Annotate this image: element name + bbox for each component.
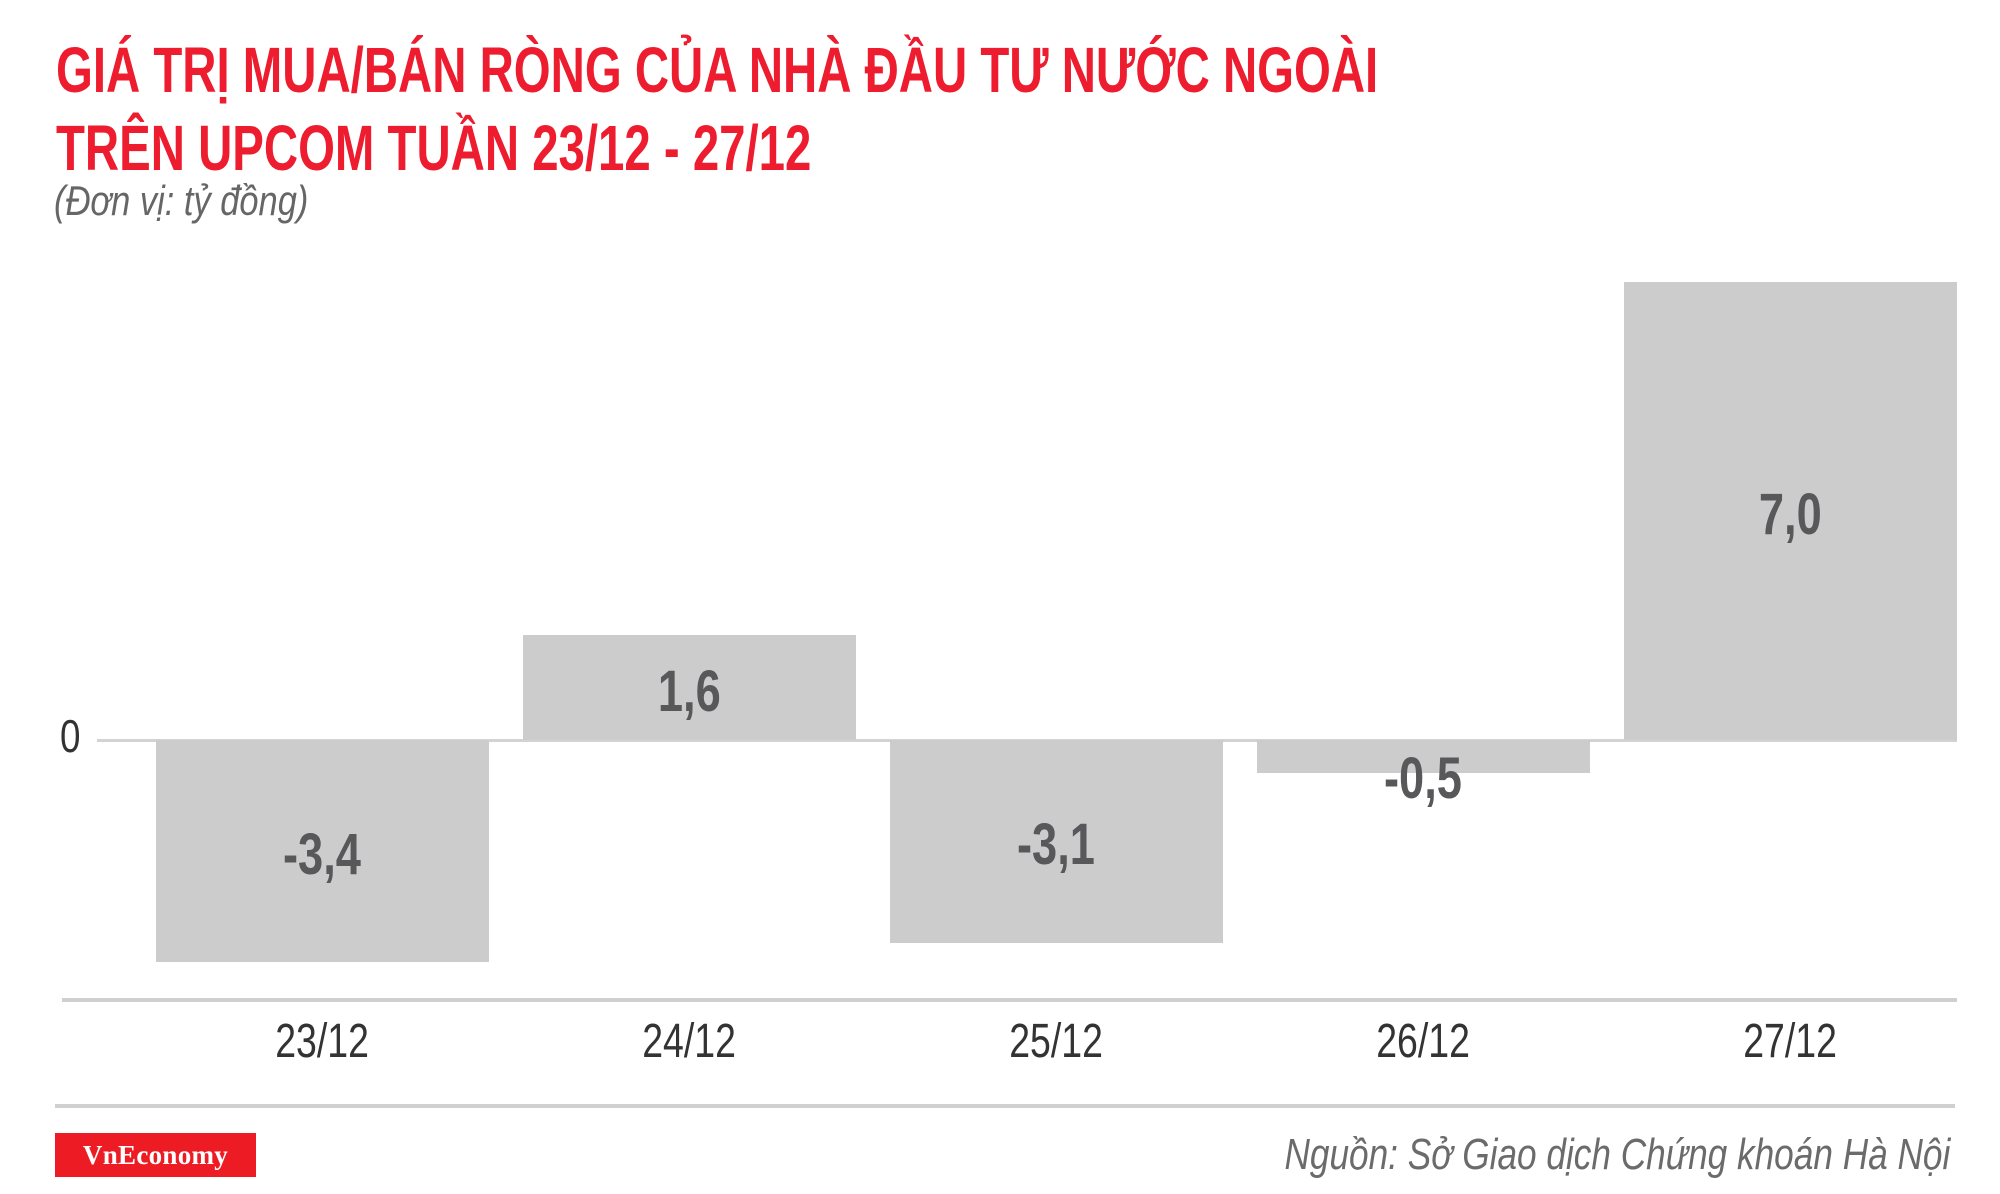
- bar-value-label: -0,5: [1384, 746, 1462, 811]
- bar-23-12: [156, 740, 489, 963]
- x-axis-label: 23/12: [275, 1015, 369, 1068]
- bar-value-label: 1,6: [657, 658, 721, 724]
- unit-subtitle: (Đơn vị: tỷ đồng): [54, 177, 309, 224]
- footer-divider: [55, 1104, 1955, 1108]
- bar-25-12: [890, 740, 1223, 943]
- bar-24-12: [523, 635, 856, 740]
- bar-value-label: -3,4: [283, 822, 361, 888]
- bar-26-12: [1257, 740, 1590, 773]
- x-axis-line: [62, 998, 1957, 1002]
- logo-text: VnEconomy: [82, 1139, 229, 1170]
- bar-value-label: 7,0: [1758, 482, 1822, 548]
- x-axis-label: 26/12: [1376, 1015, 1470, 1068]
- y-axis-zero-label: 0: [60, 710, 81, 762]
- x-axis-label: 27/12: [1743, 1015, 1837, 1068]
- vneconomy-logo: VnEconomy: [55, 1133, 256, 1177]
- chart-title-line-1: GIÁ TRỊ MUA/BÁN RÒNG CỦA NHÀ ĐẦU TƯ NƯỚC…: [56, 34, 1379, 106]
- bar-27-12: [1624, 282, 1957, 740]
- x-axis-label: 25/12: [1009, 1015, 1103, 1068]
- chart-title-line-2: TRÊN UPCOM TUẦN 23/12 - 27/12: [56, 112, 812, 184]
- source-note: Nguồn: Sở Giao dịch Chứng khoán Hà Nội: [1284, 1130, 1950, 1179]
- x-axis-label: 24/12: [642, 1015, 736, 1068]
- bar-value-label: -3,1: [1017, 812, 1095, 878]
